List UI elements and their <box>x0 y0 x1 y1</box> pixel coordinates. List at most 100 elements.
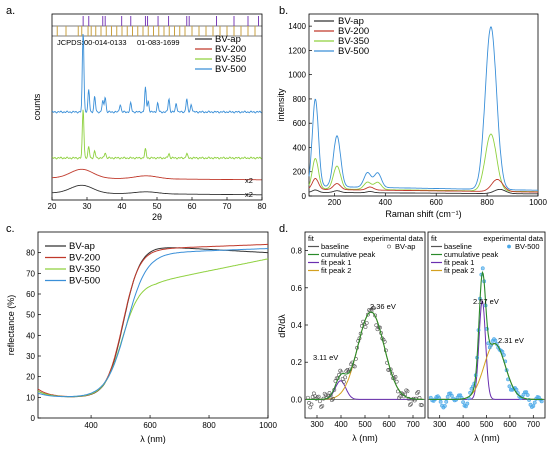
annotation-left-peak1: 3.11 eV <box>313 353 338 362</box>
experimental-point-right <box>532 400 537 405</box>
experimental-point-left <box>416 390 421 394</box>
legend-fit-title-left: fit <box>308 234 315 243</box>
experimental-point-right <box>465 401 470 406</box>
experimental-point-left <box>398 394 403 399</box>
x-tick-label-b: 400 <box>379 198 393 207</box>
experimental-point-left <box>309 402 314 407</box>
raman-line-BV-ap <box>308 188 538 195</box>
legend-label-c: BV-500 <box>69 276 100 287</box>
y-tick-label-d: 0.4 <box>291 321 303 330</box>
y-tick-label-b: 800 <box>293 95 307 104</box>
y-tick-label-b: 0 <box>302 192 307 201</box>
experimental-point-right <box>531 404 536 408</box>
legend-fit-label-right: baseline <box>444 242 472 251</box>
legend-fit-title-right: fit <box>431 234 438 243</box>
xrd-line-BV-ap <box>51 184 262 196</box>
x-tick-label-b: 800 <box>480 198 494 207</box>
experimental-point-left <box>320 403 325 408</box>
xrd-line-BV-200 <box>52 168 262 181</box>
xrd-line-BV-350 <box>51 109 262 160</box>
x-axis-title-c: λ (nm) <box>140 434 166 444</box>
legend-exp-marker-right <box>507 244 511 249</box>
panel-label-d: d. <box>279 223 288 235</box>
scale-label-bv200: x2 <box>245 176 253 185</box>
legend-fit-label-left: baseline <box>321 242 349 251</box>
legend-exp-label-left: BV-ap <box>395 242 415 251</box>
annotation-right-peak2: 2.31 eV <box>498 336 524 345</box>
x-tick-label-b: 200 <box>328 198 342 207</box>
experimental-point-left <box>319 405 323 409</box>
legend-label-b: BV-200 <box>338 26 369 37</box>
legend-label-b: BV-350 <box>338 36 369 47</box>
x-tick-label-c: 800 <box>202 421 216 430</box>
experimental-point-left <box>365 312 370 317</box>
cumulative-peak-line-right <box>429 270 544 400</box>
experimental-point-right <box>493 338 498 343</box>
y-tick-label-c: 30 <box>26 352 35 361</box>
x-tick-label-d-left: 600 <box>382 420 396 429</box>
legend-label-b: BV-500 <box>338 46 369 57</box>
y-tick-label-d: 0.2 <box>291 358 303 367</box>
x-tick-label-a: 80 <box>258 202 267 211</box>
experimental-point-right <box>442 404 447 408</box>
x-tick-label-d-left: 300 <box>310 420 324 429</box>
x-tick-label-a: 70 <box>223 202 232 211</box>
legend-fit-label-left: fit peak 1 <box>321 258 351 267</box>
experimental-point-left <box>393 375 398 379</box>
legend-fit-label-right: fit peak 2 <box>444 266 474 275</box>
raman-line-BV-200 <box>308 178 538 193</box>
x-tick-label-d-left: 400 <box>334 420 348 429</box>
x-tick-label-d-right: 400 <box>456 420 470 429</box>
legend-label-c: BV-350 <box>69 264 100 275</box>
experimental-point-left <box>371 306 376 311</box>
y-tick-label-c: 0 <box>31 414 36 423</box>
x-tick-label-a: 20 <box>48 202 57 211</box>
plot-frame-b <box>308 13 539 197</box>
y-tick-label-d: 0.8 <box>291 247 303 256</box>
x-tick-label-a: 40 <box>118 202 127 211</box>
legend-exp-title-right: experimental data <box>483 234 543 243</box>
experimental-point-left <box>328 393 333 398</box>
legend-label-a: BV-ap <box>215 34 241 45</box>
experimental-point-left <box>310 394 315 399</box>
y-axis-title-a: counts <box>32 93 42 120</box>
legend-fit-label-left: cumulative peak <box>321 250 375 259</box>
experimental-point-right <box>449 393 454 398</box>
legend-label-b: BV-ap <box>338 16 364 27</box>
x-tick-label-d-left: 700 <box>406 420 420 429</box>
experimental-point-left <box>405 389 410 394</box>
experimental-point-left <box>364 321 369 325</box>
experimental-point-right <box>507 384 512 389</box>
experimental-point-left <box>419 403 424 408</box>
x-tick-label-d-right: 600 <box>503 420 517 429</box>
y-tick-label-c: 70 <box>26 269 35 278</box>
experimental-point-left <box>331 396 335 401</box>
experimental-point-left <box>305 395 310 400</box>
xrd-line-BV-500 <box>51 33 262 114</box>
experimental-point-left <box>374 323 379 328</box>
x-tick-label-d-right: 500 <box>480 420 494 429</box>
y-tick-label-c: 80 <box>26 249 35 258</box>
x-tick-label-b: 600 <box>430 198 444 207</box>
legend-fit-label-right: fit peak 1 <box>444 258 474 267</box>
y-tick-label-b: 400 <box>293 143 307 152</box>
annotation-left-peak2: 2.36 eV <box>370 302 396 311</box>
raman-line-BV-500 <box>308 26 538 191</box>
x-tick-label-d-right: 700 <box>527 420 541 429</box>
y-tick-label-c: 60 <box>26 290 35 299</box>
x-tick-label-a: 60 <box>188 202 197 211</box>
experimental-point-right <box>438 399 443 404</box>
reflectance-line-BV-500 <box>37 248 269 398</box>
cumulative-peak-line-left <box>306 311 424 400</box>
x-axis-title-d-left: λ (nm) <box>352 433 378 443</box>
experimental-point-left <box>316 394 321 399</box>
x-tick-label-a: 50 <box>153 202 162 211</box>
experimental-point-left <box>344 369 349 373</box>
y-tick-label-b: 200 <box>293 168 307 177</box>
x-axis-title-a: 2θ <box>152 212 162 222</box>
legend-label-a: BV-350 <box>215 54 246 65</box>
legend-exp-marker-left <box>387 244 391 249</box>
plot-frame-c <box>37 231 269 419</box>
legend-exp-title-left: experimental data <box>363 234 423 243</box>
y-tick-label-c: 20 <box>26 373 35 382</box>
